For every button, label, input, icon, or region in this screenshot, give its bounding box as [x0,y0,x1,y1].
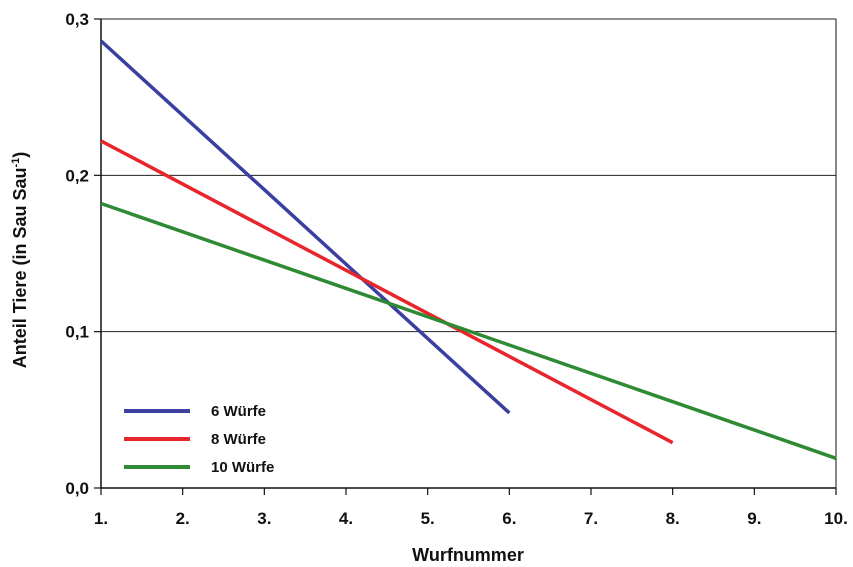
legend-label-2: 8 Würfe [211,431,266,448]
y-axis-title-main: Anteil Tiere (in Sau Sau [10,168,30,369]
legend: 6 Würfe 8 Würfe 10 Würfe [124,403,274,476]
series-lines [99,39,837,460]
x-tick-label-3: 4. [339,509,353,528]
legend-label-3: 10 Würfe [211,459,274,476]
x-axis-title: Wurfnummer [412,545,524,565]
x-tick-label-0: 1. [94,509,108,528]
series-line-3 [100,201,837,460]
y-axis-title-superscript: -1 [10,158,22,168]
series-line-1 [99,39,511,415]
x-tick-label-2: 3. [257,509,271,528]
y-tick-label-2: 0,2 [65,166,89,185]
x-tick-label-5: 6. [502,509,516,528]
series-line-2 [100,139,674,445]
y-axis-title-suffix: ) [10,152,30,158]
y-tick-label-3: 0,3 [65,10,89,29]
x-axis: 1. 2. 3. 4. 5. 6. 7. 8. 9. 10. [94,488,848,528]
y-axis-title: Anteil Tiere (in Sau Sau-1) [10,152,30,369]
y-tick-label-0: 0,0 [65,479,89,498]
x-tick-label-7: 8. [666,509,680,528]
y-axis: 0,0 0,1 0,2 0,3 [65,10,101,498]
x-tick-label-6: 7. [584,509,598,528]
x-tick-label-8: 9. [747,509,761,528]
x-tick-label-1: 2. [176,509,190,528]
legend-label-1: 6 Würfe [211,403,266,420]
x-tick-label-9: 10. [824,509,848,528]
x-tick-label-4: 5. [421,509,435,528]
y-tick-label-1: 0,1 [65,323,89,342]
grid-lines [101,18,836,333]
plot-frame [100,19,837,489]
